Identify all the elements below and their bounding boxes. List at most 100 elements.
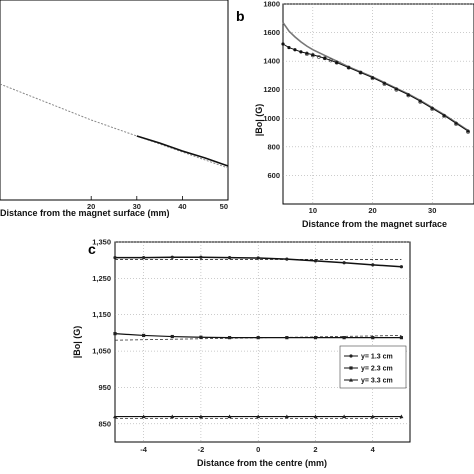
- panel-c-point: [227, 256, 232, 260]
- panel-b-open-point: [316, 54, 321, 59]
- panel-c-point: [199, 255, 203, 259]
- panel-b-open-point: [442, 114, 447, 119]
- panel-b-xtick-label: 20: [368, 206, 376, 215]
- panel-b-point: [358, 70, 363, 75]
- panel-b-open-point: [310, 53, 315, 58]
- panel-b-ticks: 600 800 1000 1200 1400 1600 1800 10 20 30: [263, 0, 436, 215]
- legend-entry-2: y= 2.3 cm: [361, 366, 393, 373]
- panel-c-grid: [115, 241, 410, 442]
- panel-c-xtick-label: -4: [140, 445, 147, 454]
- panel-c-point: [342, 261, 346, 265]
- panel-c-frame: [114, 241, 411, 443]
- panel-b-ytick-label: 1600: [263, 28, 280, 37]
- panel-c-xtick-label: 0: [256, 445, 260, 454]
- panel-b-open-point: [394, 87, 399, 92]
- panel-b-point: [299, 50, 303, 54]
- panel-c-xtick-label: -2: [198, 445, 205, 454]
- panel-b-ytick-label: 1000: [263, 114, 280, 123]
- panel-a: 20 30 40 50 Distance from the magnet surfac…: [0, 0, 229, 218]
- panel-c-xtick-label: 4: [371, 445, 376, 454]
- panel-c-point: [349, 354, 353, 358]
- panel-b-label: b: [236, 8, 245, 24]
- panel-b-open-point: [454, 122, 458, 126]
- panel-c-point: [349, 378, 353, 382]
- panel-b-open-point: [370, 76, 375, 81]
- panel-a-frame: [0, 0, 229, 201]
- panel-b-open-point: [346, 65, 351, 70]
- panel-c-ytick-label: 850: [98, 419, 111, 428]
- panel-b-xtick-label: 30: [428, 206, 436, 215]
- panel-c-point: [399, 265, 404, 269]
- panel-c-point: [227, 414, 232, 419]
- panel-c-point: [313, 414, 318, 419]
- panel-a-xlabel: Distance from the magnet surface (mm): [0, 208, 170, 218]
- panel-c-ytick-label: 1,150: [92, 310, 111, 319]
- panel-c-point: [227, 336, 232, 340]
- panel-c: c 850 950 1,050 1,150 1,250 1,350 -4 -2 0 2 4 |Bo|…: [72, 238, 411, 468]
- panel-b-point: [323, 56, 327, 60]
- panel-c-point: [113, 256, 117, 260]
- panel-c-point: [342, 336, 346, 340]
- panel-c-point: [199, 335, 203, 339]
- panel-c-reference-line: [114, 335, 402, 341]
- panel-b-open-point: [466, 129, 470, 134]
- panel-b-ytick-label: 1800: [263, 0, 280, 9]
- panel-a-series-line-2: [136, 135, 229, 167]
- panel-b-open-point: [334, 60, 339, 65]
- panel-c-point: [371, 336, 375, 340]
- panel-c-point: [284, 414, 289, 419]
- panel-c-label: c: [88, 241, 96, 257]
- panel-b-ytick-label: 1200: [263, 85, 280, 94]
- panel-c-legend: y= 1.3 cm y= 2.3 cm y= 3.3 cm: [339, 345, 407, 389]
- panel-b-point: [287, 45, 291, 50]
- legend-entry-3: y= 3.3 cm: [361, 378, 393, 385]
- panel-a-xtick-label: 40: [178, 202, 186, 211]
- panel-c-point: [170, 334, 174, 339]
- panel-c-xlabel: Distance from the centre (mm): [197, 458, 327, 468]
- panel-c-ticks: 850 950 1,050 1,150 1,250 1,350 -4 -2 0 2 4: [92, 238, 375, 455]
- panel-a-xtick-label: 50: [220, 202, 228, 211]
- panel-c-point: [170, 255, 174, 259]
- panel-b-ytick-label: 1400: [263, 57, 280, 66]
- panel-c-point: [256, 414, 261, 419]
- panel-c-point: [256, 256, 260, 260]
- panel-c-point: [349, 366, 353, 370]
- panel-c-ytick-label: 1,050: [92, 347, 111, 356]
- panel-b-open-point: [430, 107, 435, 111]
- panel-a-xtick-label: 20: [87, 202, 95, 211]
- panel-b: b 600 800 1000 1200 1400 1600 1800 10 20 30 |Bo| …: [236, 0, 474, 229]
- panel-b-xlabel: Distance from the magnet surface: [302, 219, 447, 229]
- panel-c-point: [285, 336, 289, 340]
- panel-b-point: [335, 60, 339, 65]
- panel-b-open-point: [406, 93, 411, 98]
- panel-b-grid: [283, 3, 474, 204]
- panel-b-xtick-label: 10: [309, 206, 317, 215]
- panel-c-ytick-label: 1,350: [92, 238, 111, 247]
- panel-c-point: [142, 256, 146, 260]
- panel-b-open-point: [322, 56, 327, 61]
- panel-b-series-line-1: [282, 22, 469, 132]
- panel-b-open-point: [418, 99, 423, 104]
- panel-a-x-ticks: 20 30 40 50: [87, 196, 229, 211]
- panel-c-ytick-label: 1,250: [92, 274, 111, 283]
- panel-b-open-point: [382, 82, 387, 86]
- panel-b-point: [281, 42, 285, 46]
- panel-a-xtick-label: 30: [133, 202, 141, 211]
- panel-b-ytick-label: 800: [267, 142, 280, 151]
- panel-a-series: [0, 83, 229, 169]
- panel-b-point: [293, 48, 297, 52]
- panel-b-frame: [282, 3, 474, 205]
- panel-b-series: [281, 22, 470, 134]
- panel-b-point: [347, 65, 351, 70]
- panel-c-point: [198, 414, 203, 419]
- panel-c-point: [370, 414, 375, 419]
- panel-c-point: [399, 336, 404, 340]
- panel-c-point: [113, 332, 117, 336]
- panel-b-open-point: [358, 70, 363, 75]
- panel-b-ytick-label: 600: [267, 171, 280, 180]
- panel-b-ylabel: |Bo| (G): [254, 104, 264, 137]
- panel-c-point: [342, 414, 347, 419]
- panel-b-open-point: [328, 58, 333, 63]
- panel-b-open-point: [304, 52, 309, 56]
- panel-c-point: [170, 414, 175, 419]
